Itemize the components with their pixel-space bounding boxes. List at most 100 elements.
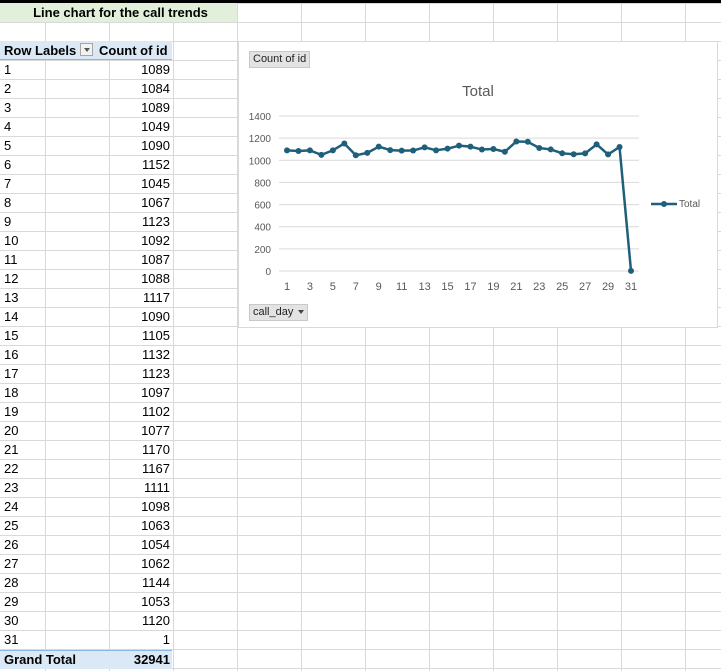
pivot-row-label: 31 [4,632,19,647]
pivot-row[interactable]: 14 1090 [0,307,172,326]
grand-total-row[interactable]: Grand Total 32941 [0,650,172,669]
pivot-row-value: 1117 [143,290,170,305]
pivot-row-label: 3 [4,100,12,115]
pivot-row-value: 1092 [141,233,170,248]
pivot-row-label: 6 [4,157,12,172]
pivot-row[interactable]: 20 1077 [0,421,172,440]
y-tick-label: 200 [254,245,271,256]
pivot-row-label: 28 [4,575,19,590]
pivot-row-value: 1045 [141,176,170,191]
pivot-row-value: 1062 [141,556,170,571]
data-point [559,150,566,157]
x-tick-label: 19 [487,281,499,293]
pivot-row[interactable]: 31 1 [0,630,172,649]
pivot-row[interactable]: 29 1053 [0,592,172,611]
pivot-row-value: 1054 [141,537,170,552]
pivot-row-label: 1 [4,62,12,77]
y-tick-label: 0 [265,267,271,278]
pivot-row-label: 24 [4,499,19,514]
data-point [467,143,474,150]
pivot-row-label: 25 [4,518,19,533]
pivot-row[interactable]: 18 1097 [0,383,172,402]
pivot-row-value: 1063 [141,518,170,533]
pivot-row[interactable]: 5 1090 [0,136,172,155]
pivot-row[interactable]: 11 1087 [0,250,172,269]
pivot-row-value: 1132 [142,347,170,362]
data-point [284,147,290,154]
y-tick-label: 600 [254,201,271,212]
pivot-row-label: 16 [4,347,19,362]
pivot-row-label: 13 [4,290,19,305]
data-point [490,145,497,152]
pivot-row[interactable]: 23 1111 [0,478,172,497]
pivot-row[interactable]: 2 1084 [0,79,172,98]
sheet-title: Line chart for the call trends [33,5,208,20]
row-labels-header[interactable]: Row Labels [4,43,77,58]
pivot-row-label: 27 [4,556,19,571]
data-point [329,147,336,154]
data-point [456,142,462,149]
pivot-row-value: 1049 [141,119,170,134]
pivot-row[interactable]: 22 1167 [0,459,172,478]
pivot-row-label: 4 [4,119,12,134]
pivot-row[interactable]: 30 1120 [0,611,172,630]
pivot-row-value: 1144 [142,575,170,590]
pivot-row[interactable]: 3 1089 [0,98,172,117]
pivot-row-label: 7 [4,176,12,191]
data-point [318,151,325,158]
pivot-row-value: 1167 [142,461,170,476]
pivot-row-label: 2 [4,81,12,96]
legend-marker-icon [661,201,667,207]
pivot-row[interactable]: 9 1123 [0,212,172,231]
pivot-chart[interactable]: Count of id call_day Total 0 200 400 600 800 1… [238,41,718,328]
pivot-row[interactable]: 6 1152 [0,155,172,174]
pivot-row[interactable]: 17 1123 [0,364,172,383]
pivot-row[interactable]: 24 1098 [0,497,172,516]
pivot-row[interactable]: 26 1054 [0,535,172,554]
data-point [628,267,634,274]
pivot-row-label: 30 [4,613,19,628]
pivot-row[interactable]: 25 1063 [0,516,172,535]
value-field-button[interactable]: Count of id [249,51,311,68]
pivot-row-value: 1123 [142,366,170,381]
pivot-row-value: 1089 [141,100,170,115]
pivot-row[interactable]: 8 1067 [0,193,172,212]
pivot-row[interactable]: 12 1088 [0,269,172,288]
x-tick-label: 21 [510,281,522,293]
pivot-row[interactable]: 27 1062 [0,554,172,573]
x-tick-label: 25 [556,281,568,293]
data-point [444,145,451,152]
pivot-row-label: 15 [4,328,19,343]
sheet-title-cell[interactable]: Line chart for the call trends [0,3,237,22]
x-tick-label: 27 [579,281,591,293]
pivot-row-value: 1170 [142,442,170,457]
pivot-row-value: 1053 [141,594,170,609]
pivot-row[interactable]: 10 1092 [0,231,172,250]
axis-field-button[interactable]: call_day [249,304,309,321]
pivot-row-label: 14 [4,309,19,324]
pivot-row[interactable]: 4 1049 [0,117,172,136]
x-tick-label: 17 [464,281,476,293]
pivot-row[interactable]: 7 1045 [0,174,172,193]
pivot-row[interactable]: 1 1089 [0,60,172,79]
row-labels-filter-button[interactable] [80,43,93,56]
pivot-row-label: 29 [4,594,19,609]
data-point [433,147,440,154]
data-point [375,143,382,150]
pivot-row[interactable]: 28 1144 [0,573,172,592]
pivot-row-value: 1 [162,632,170,647]
y-tick-label: 1200 [249,134,272,145]
pivot-row-label: 11 [4,252,18,267]
pivot-row-label: 8 [4,195,12,210]
count-header[interactable]: Count of id [99,43,168,58]
pivot-row[interactable]: 13 1117 [0,288,172,307]
x-tick-label: 9 [376,281,382,293]
axis-field-label: call_day [253,306,294,318]
pivot-row[interactable]: 21 1170 [0,440,172,459]
pivot-row-value: 1123 [142,214,170,229]
pivot-row[interactable]: 15 1105 [0,326,172,345]
pivot-row[interactable]: 19 1102 [0,402,172,421]
x-tick-label: 11 [396,281,407,293]
pivot-row[interactable]: 16 1132 [0,345,172,364]
